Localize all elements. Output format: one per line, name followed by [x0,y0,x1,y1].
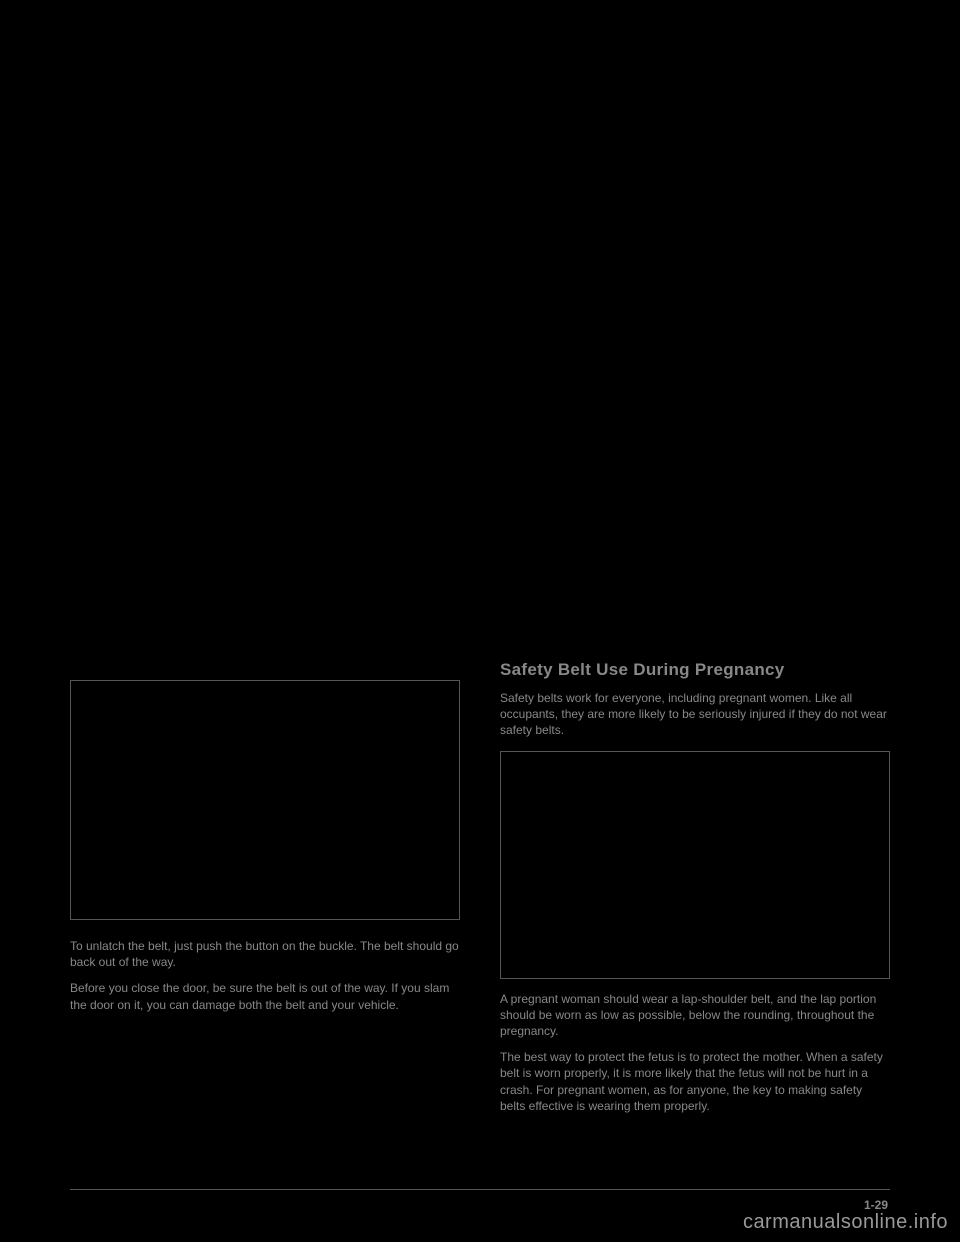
manual-page: To unlatch the belt, just push the butto… [0,660,960,1220]
pregnancy-wear-text: A pregnant woman should wear a lap-shoul… [500,991,890,1040]
unlatch-instruction-text: To unlatch the belt, just push the butto… [70,938,460,970]
footer-rule [70,1189,890,1190]
pregnancy-intro-text: Safety belts work for everyone, includin… [500,690,890,739]
unlatch-belt-image-placeholder [70,680,460,920]
pregnancy-belt-image-placeholder [500,751,890,979]
pregnancy-protect-text: The best way to protect the fetus is to … [500,1049,890,1114]
section-heading: Safety Belt Use During Pregnancy [500,660,890,680]
watermark-text: carmanualsonline.info [743,1211,948,1234]
door-warning-text: Before you close the door, be sure the b… [70,980,460,1012]
page-number: 1-29 [864,1198,888,1212]
two-column-layout: To unlatch the belt, just push the butto… [70,660,890,1124]
right-column: Safety Belt Use During Pregnancy Safety … [500,660,890,1124]
left-column: To unlatch the belt, just push the butto… [70,660,460,1124]
